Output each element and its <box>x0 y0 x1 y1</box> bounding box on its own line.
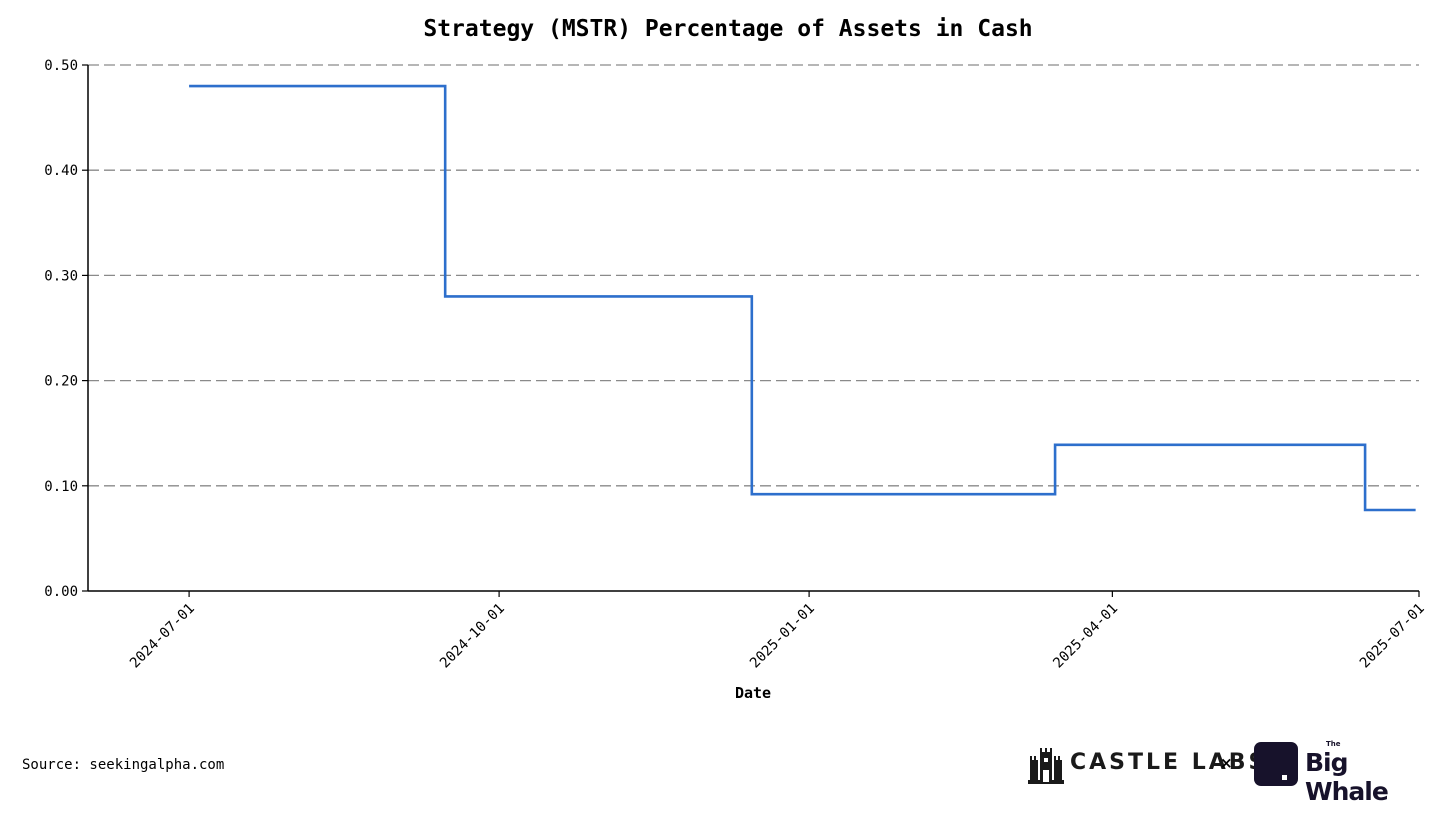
grid <box>88 64 1419 487</box>
castle-labs-logo-text: CASTLE LABS <box>1070 750 1268 775</box>
x-tick-label-3: 2025-04-01 <box>1050 601 1121 672</box>
x-axis-label: Date <box>735 684 771 702</box>
y-axis-ticks: 0.00 0.10 0.20 0.30 0.40 0.50 <box>44 58 88 600</box>
castle-icon <box>1028 748 1064 784</box>
x-axis-ticks: 2024-07-01 2024-10-01 2025-01-01 2025-04-01… <box>127 591 1428 671</box>
y-tick-label-3: 0.30 <box>44 268 78 284</box>
big-whale-logo-text: Big Whale <box>1305 748 1389 806</box>
big-whale-the-text: The <box>1326 740 1341 748</box>
y-tick-label-4: 0.40 <box>44 163 78 179</box>
x-tick-label-0: 2024-07-01 <box>127 601 198 672</box>
logos: CASTLE LABS × The Big Whale <box>1026 740 1426 806</box>
y-tick-label-2: 0.20 <box>44 374 78 390</box>
axes <box>87 65 1419 592</box>
y-tick-label-5: 0.50 <box>44 58 78 74</box>
y-tick-label-1: 0.10 <box>44 479 78 495</box>
x-tick-label-4: 2025-07-01 <box>1357 601 1428 672</box>
source-note: Source: seekingalpha.com <box>22 757 225 773</box>
whale-dot <box>1282 775 1287 780</box>
chart-title: Strategy (MSTR) Percentage of Assets in … <box>423 16 1032 42</box>
y-tick-label-0: 0.00 <box>44 584 78 600</box>
x-tick-label-2: 2025-01-01 <box>747 601 818 672</box>
series-group <box>189 84 1416 512</box>
x-tick-label-1: 2024-10-01 <box>437 601 508 672</box>
times-symbol: × <box>1220 754 1233 772</box>
big-whale-icon <box>1254 742 1298 786</box>
series-line-0 <box>189 84 1416 512</box>
